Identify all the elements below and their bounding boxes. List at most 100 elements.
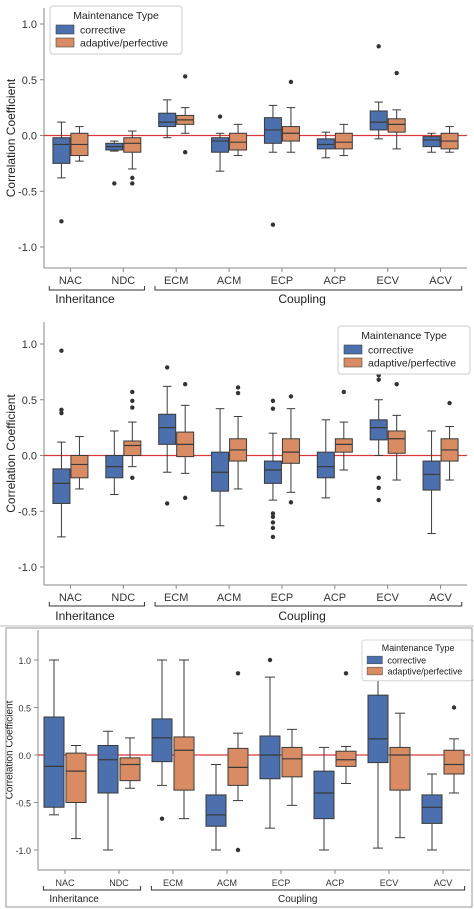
x-tick-label: ECM — [164, 592, 188, 604]
legend-swatch — [55, 24, 75, 35]
y-tick-label: 1.0 — [22, 339, 37, 351]
box-iqr — [387, 118, 406, 133]
outlier-point — [270, 514, 276, 520]
group-bracket — [48, 602, 145, 607]
legend-entry-label: corrective — [388, 655, 427, 665]
outlier-point — [270, 222, 276, 227]
legend-frame — [361, 639, 474, 682]
x-tick-label: NDC — [109, 878, 129, 888]
panel-border — [5, 627, 473, 908]
group-label: Coupling — [278, 894, 317, 905]
box-iqr — [334, 132, 353, 150]
box-ecp-adaptive-perfective — [281, 79, 300, 153]
box-iqr — [65, 752, 87, 803]
outlier-point — [288, 79, 294, 85]
x-tick-label: NAC — [59, 275, 82, 287]
x-tick-label: NDC — [111, 592, 135, 604]
box-ecv-corrective — [369, 369, 388, 503]
box-acv-corrective — [422, 430, 441, 535]
box-iqr — [367, 694, 389, 764]
legend-title: Maintenance Type — [361, 330, 447, 342]
y-tick-label: 0.0 — [22, 131, 37, 143]
box-ecv-adaptive-perfective — [387, 70, 406, 150]
outlier-point — [182, 495, 188, 501]
box-acm-corrective — [205, 764, 227, 851]
group-label: Inheritance — [55, 609, 115, 623]
legend-entry-label: adaptive/perfective — [368, 358, 456, 370]
outlier-point — [270, 511, 276, 516]
box-iqr — [389, 746, 411, 791]
outlier-point — [164, 365, 170, 370]
x-tick-label: ACM — [217, 275, 241, 287]
outlier-point — [235, 390, 241, 396]
legend-title: Maintenance Type — [382, 643, 455, 653]
legend-title: Maintenance Type — [73, 10, 159, 22]
box-acv-adaptive-perfective — [443, 705, 465, 794]
y-axis-label: Correlation Coefficient — [4, 394, 18, 513]
group-bracket — [154, 602, 463, 607]
outlier-point — [394, 70, 399, 76]
box-nac-adaptive-perfective — [70, 436, 89, 490]
box-ecm-adaptive-perfective — [173, 659, 195, 820]
outlier-point — [130, 475, 135, 480]
outlier-point — [59, 219, 64, 224]
box-ecv-adaptive-perfective — [389, 712, 411, 839]
legend-entry-label: corrective — [368, 345, 414, 357]
box-acv-corrective — [422, 132, 441, 153]
box-acv-adaptive-perfective — [440, 400, 459, 481]
outlier-point — [376, 377, 381, 382]
box-acm-adaptive-perfective — [229, 123, 248, 157]
y-tick-label: 1.0 — [18, 656, 31, 666]
box-ndc-corrective — [105, 140, 124, 186]
x-tick-label: ACP — [326, 878, 345, 888]
group-bracket — [48, 286, 145, 291]
x-tick-label: ACM — [217, 878, 237, 888]
x-tick-label: NDC — [111, 275, 135, 287]
group-bracket — [42, 886, 142, 891]
legend-entry-label: corrective — [80, 25, 126, 37]
box-iqr — [52, 468, 71, 504]
box-ecp-adaptive-perfective — [281, 394, 300, 505]
outlier-point — [288, 394, 294, 399]
box-nac-corrective — [43, 659, 65, 816]
box-ecv-corrective — [367, 662, 389, 849]
outlier-point — [376, 497, 381, 503]
x-tick-label: NAC — [55, 878, 75, 888]
legend-swatch — [366, 655, 383, 665]
y-tick-label: 0.5 — [22, 395, 37, 407]
box-ecm-corrective — [158, 44, 177, 139]
legend-swatch — [343, 357, 363, 368]
x-tick-label: ECM — [164, 275, 188, 287]
box-iqr — [313, 770, 335, 820]
box-acp-corrective — [316, 131, 335, 159]
legend-swatch — [343, 344, 363, 355]
outlier-point — [235, 385, 241, 390]
y-tick-label: 0.0 — [22, 451, 37, 463]
box-ecv-adaptive-perfective — [387, 381, 406, 481]
outlier-point — [376, 475, 381, 480]
box-iqr — [263, 460, 282, 484]
legend-swatch — [366, 666, 383, 676]
y-axis-label: Correlation Coefficient — [5, 700, 16, 799]
box-ndc-corrective — [97, 730, 119, 851]
box-iqr — [205, 794, 227, 827]
x-tick-label: NAC — [59, 592, 82, 604]
box-iqr — [443, 749, 465, 775]
y-axis-label: Correlation Coefficient — [4, 78, 18, 197]
group-bracket — [154, 286, 463, 291]
outlier-point — [59, 348, 64, 353]
outlier-point — [112, 181, 117, 186]
box-ecp-corrective — [263, 104, 282, 227]
box-nac-corrective — [52, 348, 71, 538]
box-acm-corrective — [211, 114, 230, 172]
x-tick-label: ECM — [163, 878, 183, 888]
box-iqr — [334, 438, 353, 453]
box-iqr — [97, 745, 119, 794]
legend-frame — [49, 5, 183, 55]
box-ecm-adaptive-perfective — [176, 381, 195, 501]
x-tick-label: ACV — [429, 592, 452, 604]
box-ecp-adaptive-perfective — [281, 728, 303, 806]
group-bracket — [150, 886, 466, 891]
box-nac-adaptive-perfective — [65, 745, 87, 840]
legend: Maintenance Type correctiveadaptive/perfe… — [49, 5, 183, 55]
